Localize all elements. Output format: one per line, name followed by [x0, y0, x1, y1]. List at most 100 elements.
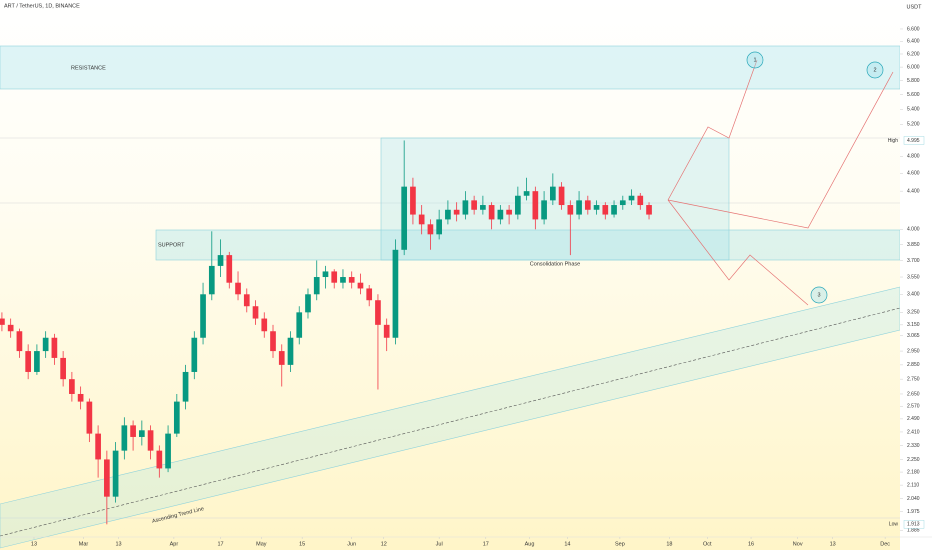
candle-body — [287, 337, 294, 365]
candle-body — [270, 331, 276, 352]
candle-body — [147, 430, 154, 451]
candle-body — [453, 209, 460, 215]
price-label-value: 1.913 — [907, 522, 920, 528]
y-tick-label: 3.150 — [907, 322, 920, 328]
candle-body — [401, 186, 408, 250]
y-tick-label: 2.950 — [907, 348, 920, 354]
x-tick-label: Oct — [703, 541, 712, 547]
candle-body — [348, 277, 355, 283]
candle-body — [16, 331, 23, 352]
y-tick-label: 1.975 — [907, 509, 920, 515]
candle-body — [331, 271, 338, 283]
price-label-value: 4.995 — [907, 138, 920, 144]
candle-body — [121, 425, 128, 451]
price-label-box — [903, 136, 925, 145]
candle-body — [340, 277, 346, 283]
candle-body — [261, 318, 268, 332]
candle-body — [488, 205, 495, 220]
y-tick-label: 5.200 — [907, 122, 920, 128]
candle-body — [208, 265, 215, 295]
candle-body — [25, 351, 31, 372]
y-tick-label: 4.600 — [907, 171, 920, 177]
candle-body — [60, 357, 66, 380]
candle-body — [584, 200, 591, 210]
candle-body — [418, 214, 425, 225]
x-tick-label: 14 — [564, 541, 570, 547]
y-tick-label: 2.040 — [907, 496, 920, 502]
candle-body — [112, 450, 119, 497]
x-tick-label: 13 — [115, 541, 121, 547]
candle-body — [130, 425, 136, 437]
candle-body — [51, 337, 58, 358]
candle-body — [541, 200, 547, 220]
projection-2 — [667, 71, 894, 229]
support-label: SUPPORT — [158, 242, 185, 248]
candle-body — [567, 205, 574, 215]
y-tick-label: 5.400 — [907, 107, 920, 113]
y-tick-label: 2.750 — [907, 376, 920, 382]
x-tick-label: Dec — [880, 541, 890, 547]
y-tick-label: 2.250 — [907, 457, 920, 463]
candle-body — [313, 277, 320, 295]
candle-body — [165, 433, 171, 469]
y-tick-label: 2.850 — [907, 362, 920, 368]
y-tick-label: 3.065 — [907, 333, 920, 339]
candle-body — [243, 294, 250, 307]
candle-body — [191, 337, 198, 372]
target-label: 1 — [753, 57, 756, 63]
candle-body — [558, 186, 565, 206]
currency: USDT — [907, 4, 923, 10]
y-tick-label: 6.400 — [907, 39, 920, 45]
x-tick-label: 15 — [299, 541, 305, 547]
candle-body — [156, 450, 163, 469]
y-tick-label: 2.650 — [907, 391, 920, 397]
x-tick-label: 12 — [381, 541, 387, 547]
candle-body — [173, 401, 180, 434]
x-tick-label: 18 — [666, 541, 672, 547]
y-tick-label: 3.250 — [907, 310, 920, 316]
x-tick-label: Aug — [525, 541, 535, 547]
candle-body — [200, 294, 206, 338]
candle-body — [576, 200, 582, 215]
y-tick-label: 3.550 — [907, 274, 920, 280]
candle-body — [549, 186, 556, 201]
candle-body — [138, 430, 145, 437]
y-tick-label: 2.410 — [907, 429, 920, 435]
candle-body — [7, 324, 14, 332]
target-circle — [866, 61, 884, 79]
y-tick-label: 1.885 — [907, 528, 920, 534]
candle-body — [427, 224, 434, 235]
candle-body — [34, 351, 40, 372]
y-tick-label: 2.110 — [907, 482, 919, 488]
y-tick-label: 5.600 — [907, 92, 920, 98]
candle-body — [77, 393, 84, 402]
price-label-name: Low — [889, 522, 899, 528]
y-tick-label: 2.570 — [907, 404, 920, 410]
candle-body — [86, 401, 93, 434]
y-tick-label: 3.850 — [907, 242, 920, 248]
candle-body — [611, 205, 617, 215]
candle-body — [296, 312, 303, 338]
y-tick-label: 4.000 — [907, 227, 920, 233]
x-tick-label: 16 — [748, 541, 754, 547]
candle-body — [436, 219, 442, 235]
consolidation-label: Consolidation Phase — [530, 261, 580, 267]
x-tick-label: Mar — [79, 541, 89, 547]
x-tick-label: 13 — [830, 541, 836, 547]
candle-body — [532, 191, 539, 220]
candle-body — [392, 249, 399, 338]
x-tick-label: 17 — [217, 541, 223, 547]
candle-body — [462, 200, 469, 215]
x-tick-label: May — [256, 541, 267, 547]
x-tick-label: Jun — [347, 541, 356, 547]
resistance-label: RESISTANCE — [71, 65, 106, 71]
candle-body — [410, 186, 416, 215]
y-tick-label: 4.800 — [907, 154, 920, 160]
candle-body — [383, 324, 390, 338]
resistance-zone — [0, 45, 901, 90]
candle-body — [217, 255, 224, 266]
candles — [0, 140, 652, 525]
chart-title: ART / TetherUS, 1D, BINANCE — [4, 3, 80, 9]
